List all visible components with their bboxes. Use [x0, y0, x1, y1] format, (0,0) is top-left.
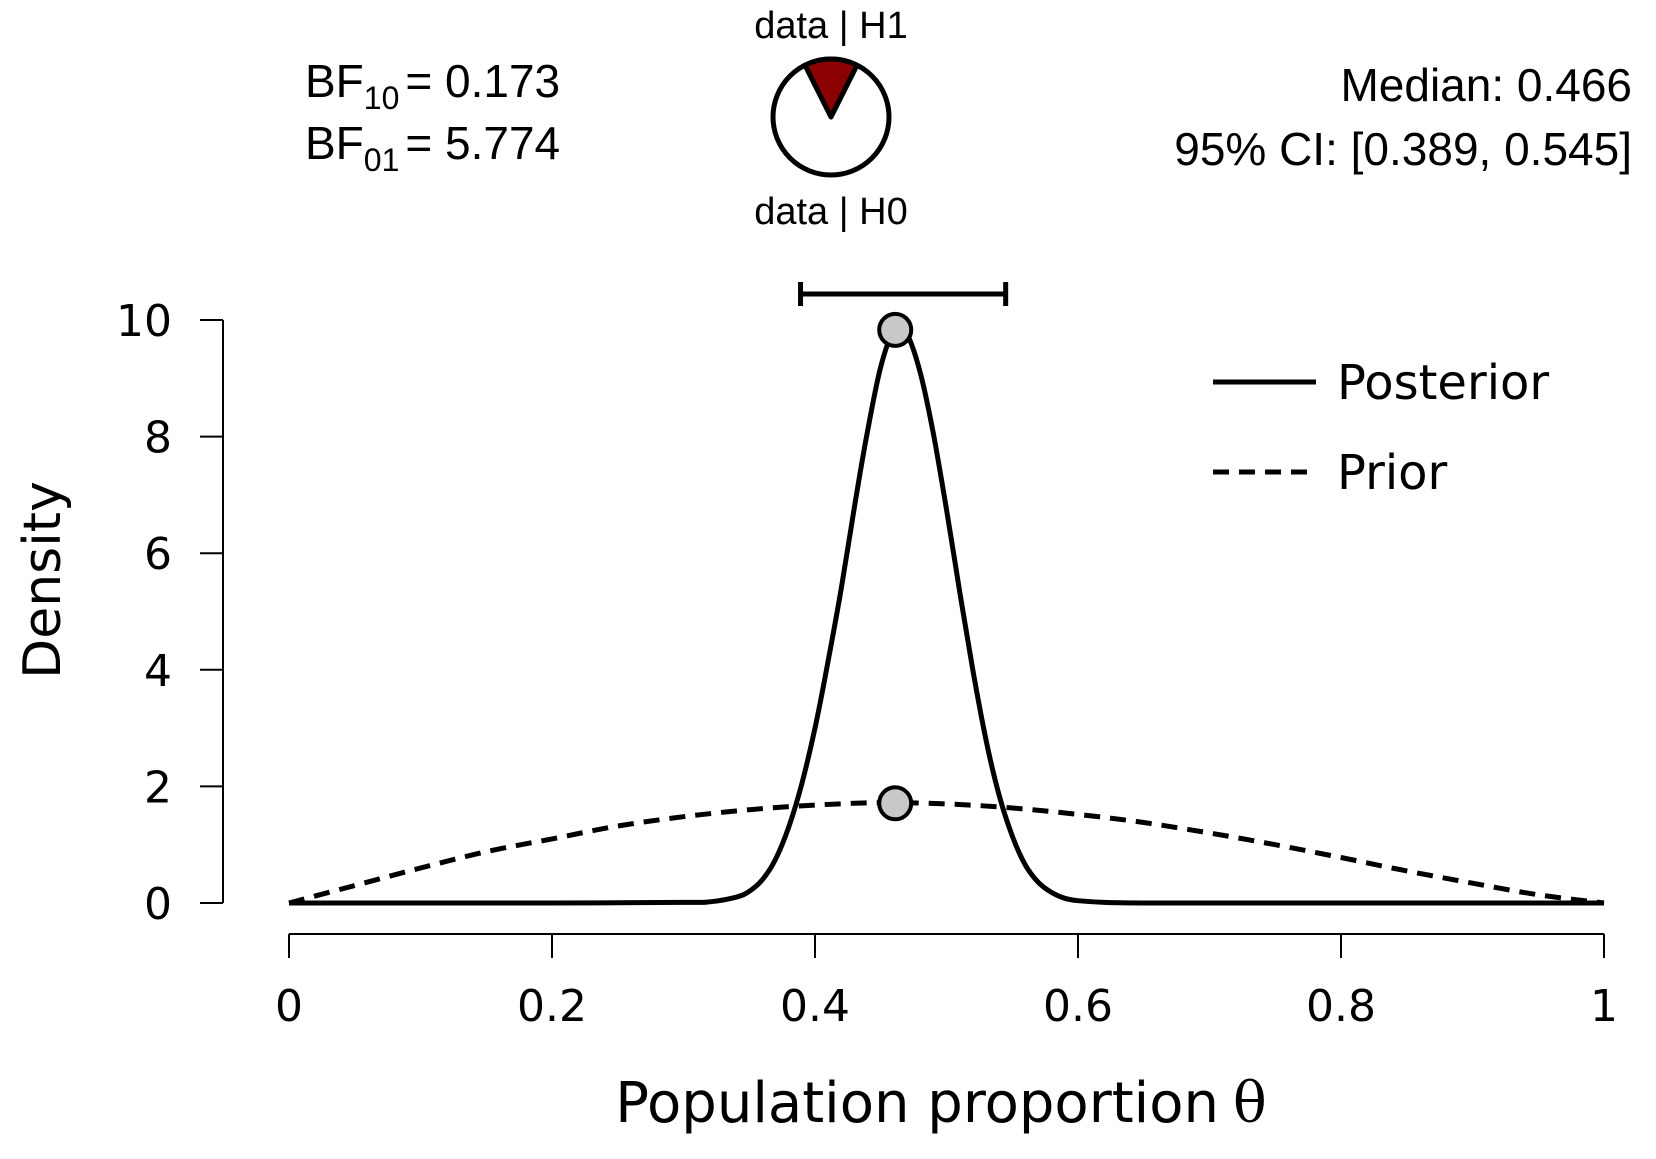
y-axis-label: Density — [13, 481, 73, 679]
x-axis: 0 0.2 0.4 0.6 0.8 1 — [275, 933, 1618, 1032]
bayes-factor-annotation: BF10 = 0.173 BF01 = 5.774 — [305, 55, 560, 178]
x-tick-label: 1 — [1590, 981, 1618, 1032]
bf10-label: BF — [305, 55, 364, 107]
x-axis-label-text: Population proportion — [615, 1071, 1219, 1136]
y-tick-label: 4 — [144, 646, 172, 697]
pie-bottom-label: data | H0 — [754, 191, 908, 233]
y-tick-label: 10 — [116, 296, 172, 347]
series-posterior — [289, 325, 1604, 906]
svg-text:BF01= 5.774: BF01 = 5.774 — [305, 117, 560, 178]
y-tick-label: 2 — [144, 762, 172, 813]
bf10-subscript: 10 — [364, 80, 400, 116]
series-prior — [288, 800, 1605, 906]
theta-symbol: θ — [1233, 1071, 1267, 1136]
bf10-value: = 0.173 — [405, 55, 560, 107]
legend-label-posterior: Posterior — [1337, 355, 1549, 411]
y-tick-label: 0 — [144, 879, 172, 930]
y-tick-label: 6 — [144, 529, 172, 580]
bf01-label: BF — [305, 117, 364, 169]
x-axis-label: Population proportion θ — [615, 1071, 1266, 1136]
pie-top-label: data | H1 — [754, 5, 908, 47]
legend-label-prior: Prior — [1337, 445, 1448, 501]
posterior-summary: Median: 0.466 95% CI: [0.389, 0.545] — [1174, 59, 1632, 175]
legend: Posterior Prior — [1213, 355, 1549, 501]
x-tick-label: 0.4 — [780, 981, 850, 1032]
series-layer — [288, 325, 1605, 906]
credible-interval-bar — [798, 282, 1009, 306]
bf01-value: = 5.774 — [405, 117, 560, 169]
y-axis: 0 2 4 6 8 10 — [116, 296, 224, 930]
x-tick-label: 0.6 — [1043, 981, 1113, 1032]
point-posterior — [877, 311, 914, 348]
point-prior — [877, 785, 914, 822]
pie-h1-slice — [802, 56, 860, 120]
median-text: Median: 0.466 — [1340, 59, 1632, 111]
probability-wheel: data | H1 data | H0 — [754, 5, 908, 233]
x-tick-label: 0.2 — [517, 981, 587, 1032]
x-tick-label: 0 — [275, 981, 303, 1032]
y-tick-label: 8 — [144, 413, 172, 464]
x-tick-label: 0.8 — [1306, 981, 1376, 1032]
bf01-subscript: 01 — [364, 142, 400, 178]
points-layer — [877, 311, 914, 822]
svg-text:BF10= 0.173: BF10 = 0.173 — [305, 55, 560, 116]
ci-text: 95% CI: [0.389, 0.545] — [1174, 123, 1632, 175]
